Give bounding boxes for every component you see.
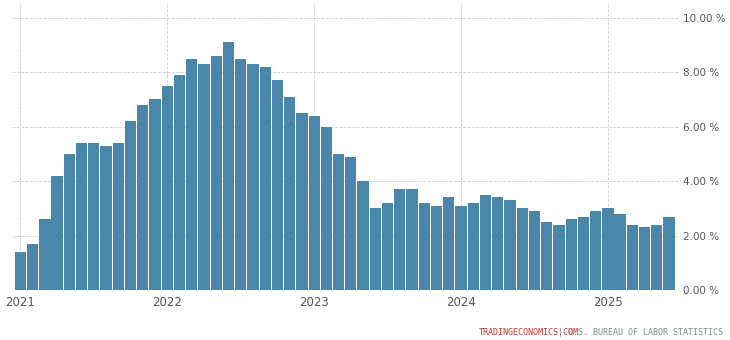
Bar [529, 211, 540, 290]
Bar [566, 219, 577, 290]
Bar [431, 206, 442, 290]
Bar [199, 64, 210, 290]
Bar [76, 143, 87, 290]
Bar [382, 203, 393, 290]
Bar [407, 189, 418, 290]
Bar [369, 208, 381, 290]
Bar [112, 143, 124, 290]
Bar [64, 154, 75, 290]
Bar [210, 56, 222, 290]
Bar [150, 100, 161, 290]
Bar [456, 206, 466, 290]
Bar [468, 203, 479, 290]
Bar [27, 244, 38, 290]
Bar [272, 80, 283, 290]
Bar [161, 86, 173, 290]
Bar [602, 208, 613, 290]
Bar [541, 222, 553, 290]
Bar [15, 252, 26, 290]
Bar [186, 58, 197, 290]
Bar [504, 200, 515, 290]
Bar [235, 58, 246, 290]
Bar [664, 217, 675, 290]
Text: TRADINGECONOMICS.COM: TRADINGECONOMICS.COM [479, 328, 579, 337]
Bar [52, 176, 63, 290]
Bar [590, 211, 602, 290]
Bar [320, 127, 332, 290]
Bar [101, 146, 112, 290]
Bar [443, 198, 454, 290]
Bar [553, 225, 564, 290]
Text: | U.S. BUREAU OF LABOR STATISTICS: | U.S. BUREAU OF LABOR STATISTICS [553, 328, 723, 337]
Bar [88, 143, 99, 290]
Bar [492, 198, 504, 290]
Bar [639, 227, 650, 290]
Bar [627, 225, 638, 290]
Bar [309, 116, 320, 290]
Bar [394, 189, 405, 290]
Bar [296, 113, 307, 290]
Bar [247, 64, 258, 290]
Bar [39, 219, 50, 290]
Bar [345, 157, 356, 290]
Bar [223, 42, 234, 290]
Bar [333, 154, 345, 290]
Bar [174, 75, 185, 290]
Bar [137, 105, 148, 290]
Bar [125, 121, 137, 290]
Bar [284, 97, 296, 290]
Bar [577, 217, 589, 290]
Bar [358, 181, 369, 290]
Bar [419, 203, 430, 290]
Bar [260, 67, 271, 290]
Bar [615, 214, 626, 290]
Bar [651, 225, 663, 290]
Bar [480, 195, 491, 290]
Bar [517, 208, 528, 290]
